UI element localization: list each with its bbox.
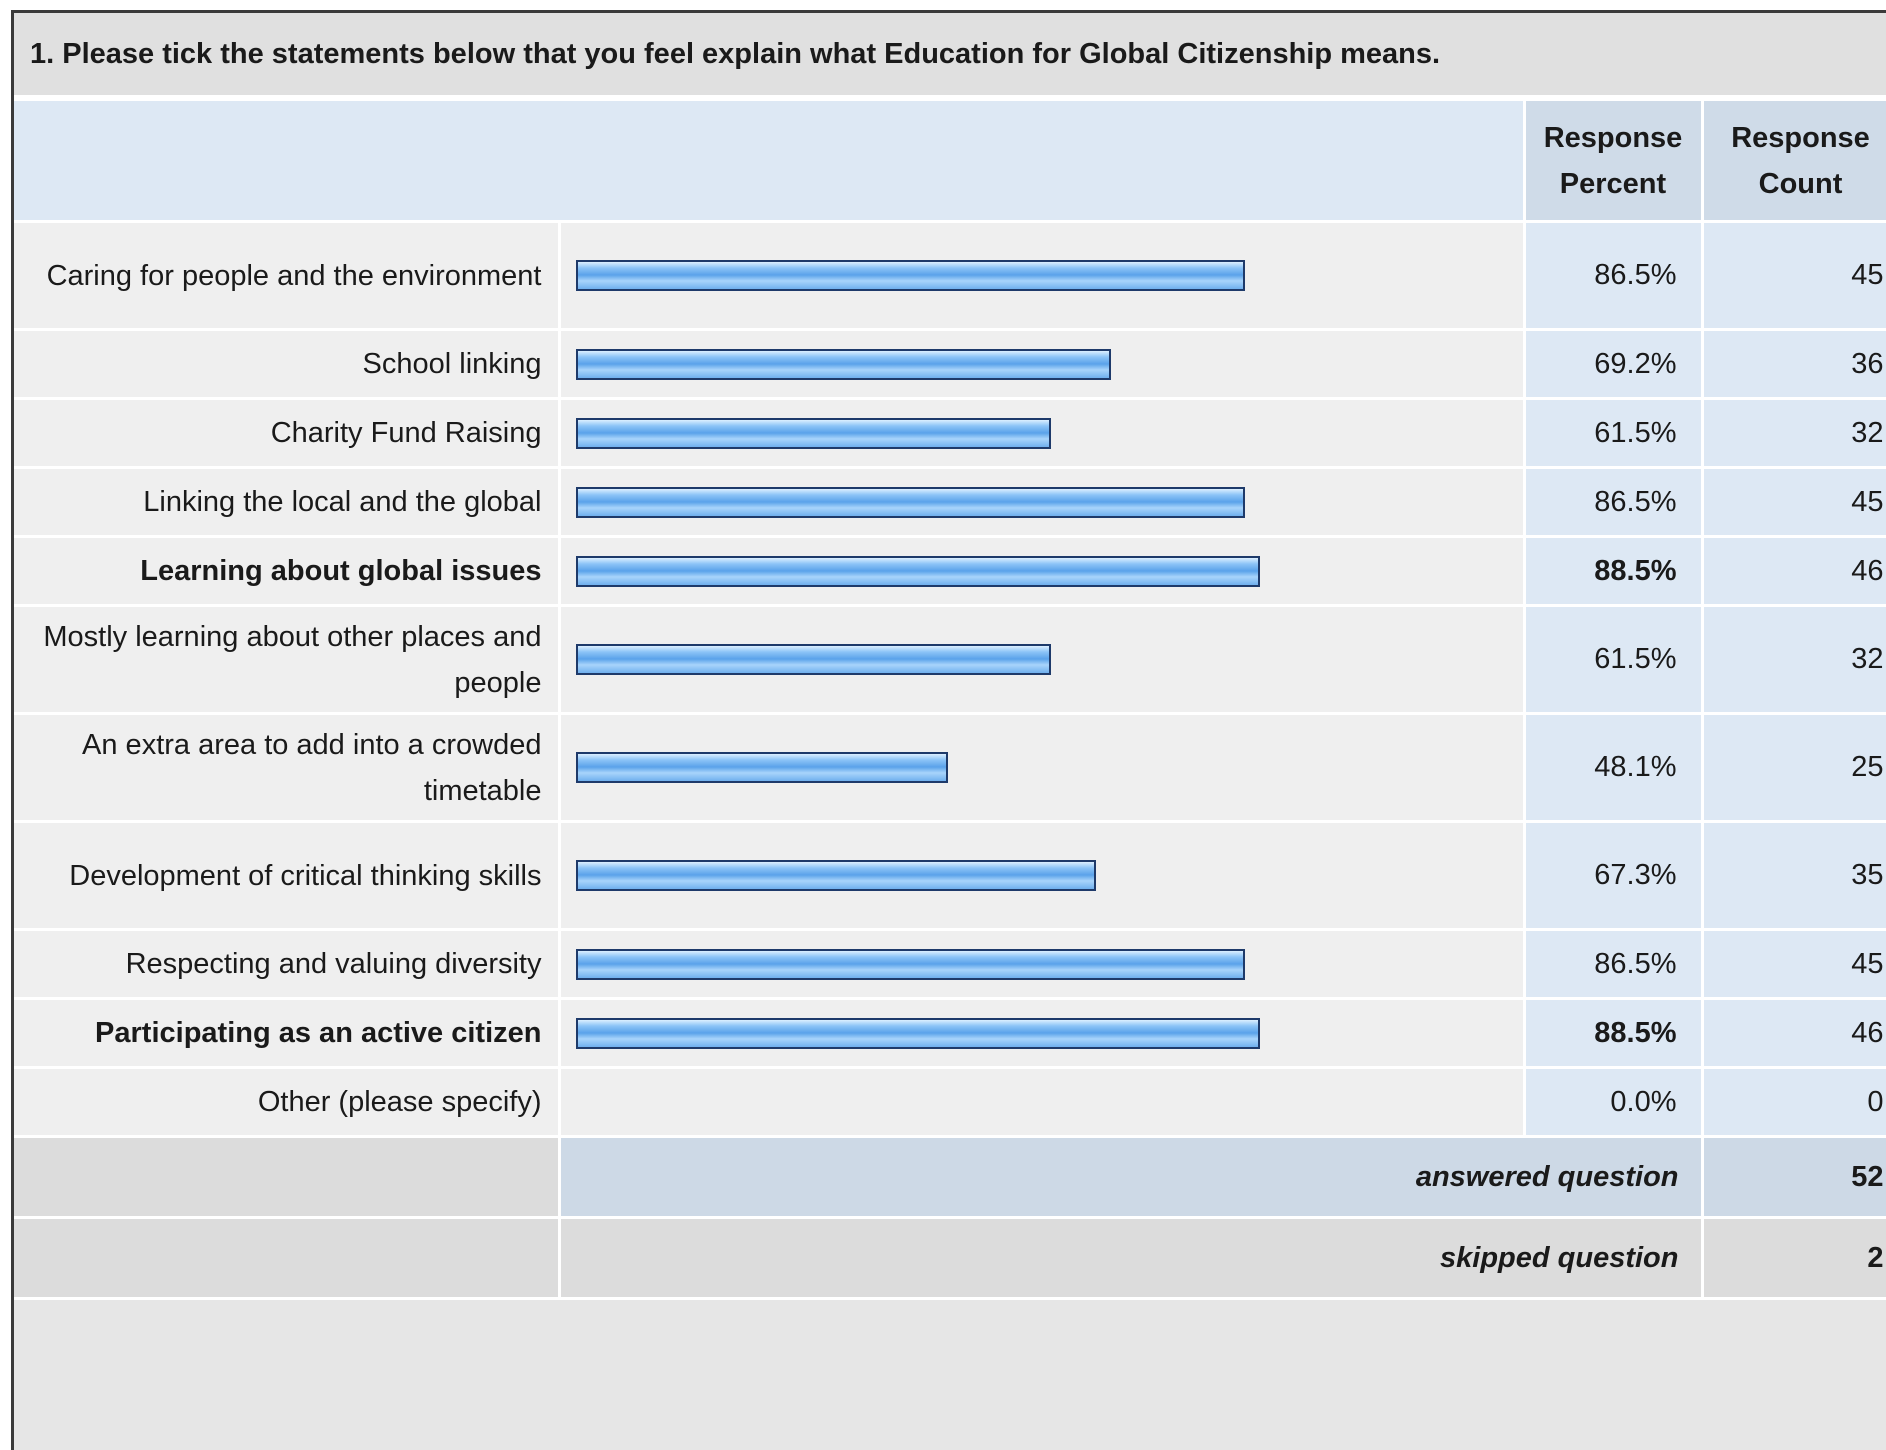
response-percent: 61.5% bbox=[1524, 606, 1702, 714]
answered-label: answered question bbox=[559, 1137, 1702, 1218]
answered-spacer bbox=[14, 1137, 559, 1218]
answer-label: School linking bbox=[14, 330, 559, 399]
response-count-header: Response Count bbox=[1702, 100, 1886, 222]
bar-cell bbox=[559, 930, 1524, 999]
answer-label: Development of critical thinking skills bbox=[14, 822, 559, 930]
response-count: 45 bbox=[1702, 222, 1886, 330]
response-count: 46 bbox=[1702, 537, 1886, 606]
response-count: 35 bbox=[1702, 822, 1886, 930]
answered-row: answered question 52 bbox=[14, 1137, 1886, 1218]
answer-label: Respecting and valuing diversity bbox=[14, 930, 559, 999]
answered-value: 52 bbox=[1702, 1137, 1886, 1218]
results-table: Response Percent Response Count Caring f… bbox=[14, 98, 1886, 1300]
answer-label: Learning about global issues bbox=[14, 537, 559, 606]
table-row: Caring for people and the environment 86.… bbox=[14, 222, 1886, 330]
response-percent: 69.2% bbox=[1524, 330, 1702, 399]
bar-cell bbox=[559, 330, 1524, 399]
answer-label: Charity Fund Raising bbox=[14, 399, 559, 468]
response-bar bbox=[576, 752, 948, 783]
answer-label: Participating as an active citizen bbox=[14, 999, 559, 1068]
response-bar bbox=[576, 644, 1051, 675]
answer-label: Caring for people and the environment bbox=[14, 222, 559, 330]
answer-label: Linking the local and the global bbox=[14, 468, 559, 537]
bar-cell bbox=[559, 468, 1524, 537]
response-bar bbox=[576, 487, 1245, 518]
table-row: School linking 69.2%36 bbox=[14, 330, 1886, 399]
response-percent: 0.0% bbox=[1524, 1068, 1702, 1137]
bar-cell bbox=[559, 714, 1524, 822]
bar-cell bbox=[559, 822, 1524, 930]
response-count: 46 bbox=[1702, 999, 1886, 1068]
bar-cell bbox=[559, 606, 1524, 714]
skipped-spacer bbox=[14, 1218, 559, 1299]
bar-cell bbox=[559, 1068, 1524, 1137]
table-row: Mostly learning about other places and p… bbox=[14, 606, 1886, 714]
bar-cell bbox=[559, 399, 1524, 468]
response-bar bbox=[576, 260, 1245, 291]
answer-label: An extra area to add into a crowded time… bbox=[14, 714, 559, 822]
response-count: 36 bbox=[1702, 330, 1886, 399]
response-percent: 86.5% bbox=[1524, 468, 1702, 537]
response-bar bbox=[576, 949, 1245, 980]
skipped-label: skipped question bbox=[559, 1218, 1702, 1299]
response-percent: 48.1% bbox=[1524, 714, 1702, 822]
answer-label: Other (please specify) bbox=[14, 1068, 559, 1137]
response-percent-header: Response Percent bbox=[1524, 100, 1702, 222]
response-percent: 88.5% bbox=[1524, 999, 1702, 1068]
table-row: Linking the local and the global 86.5%45 bbox=[14, 468, 1886, 537]
response-percent-header-line1: Response bbox=[1526, 115, 1701, 161]
response-percent: 67.3% bbox=[1524, 822, 1702, 930]
response-count-header-line1: Response bbox=[1704, 115, 1886, 161]
table-row: Learning about global issues 88.5%46 bbox=[14, 537, 1886, 606]
bar-cell bbox=[559, 222, 1524, 330]
survey-question-panel: 1. Please tick the statements below that… bbox=[11, 10, 1886, 1450]
table-row: Other (please specify) 0.0%0 bbox=[14, 1068, 1886, 1137]
skipped-row: skipped question 2 bbox=[14, 1218, 1886, 1299]
response-percent: 86.5% bbox=[1524, 930, 1702, 999]
response-count: 32 bbox=[1702, 399, 1886, 468]
response-count: 45 bbox=[1702, 930, 1886, 999]
response-bar bbox=[576, 556, 1260, 587]
response-bar bbox=[576, 860, 1096, 891]
response-percent: 61.5% bbox=[1524, 399, 1702, 468]
response-count-header-line2: Count bbox=[1704, 161, 1886, 207]
table-row: Respecting and valuing diversity 86.5%45 bbox=[14, 930, 1886, 999]
answer-rows: Caring for people and the environment 86.… bbox=[14, 222, 1886, 1137]
table-row: An extra area to add into a crowded time… bbox=[14, 714, 1886, 822]
answer-label: Mostly learning about other places and p… bbox=[14, 606, 559, 714]
response-percent: 86.5% bbox=[1524, 222, 1702, 330]
response-bar bbox=[576, 1018, 1260, 1049]
question-title: 1. Please tick the statements below that… bbox=[14, 13, 1886, 98]
response-percent: 88.5% bbox=[1524, 537, 1702, 606]
bar-cell bbox=[559, 999, 1524, 1068]
response-bar bbox=[576, 418, 1051, 449]
table-row: Charity Fund Raising 61.5%32 bbox=[14, 399, 1886, 468]
response-bar bbox=[576, 349, 1111, 380]
response-percent-header-line2: Percent bbox=[1526, 161, 1701, 207]
header-row: Response Percent Response Count bbox=[14, 100, 1886, 222]
header-spacer bbox=[14, 100, 1524, 222]
skipped-value: 2 bbox=[1702, 1218, 1886, 1299]
table-row: Participating as an active citizen 88.5%4… bbox=[14, 999, 1886, 1068]
table-row: Development of critical thinking skills 6… bbox=[14, 822, 1886, 930]
response-count: 0 bbox=[1702, 1068, 1886, 1137]
response-count: 32 bbox=[1702, 606, 1886, 714]
response-count: 25 bbox=[1702, 714, 1886, 822]
response-count: 45 bbox=[1702, 468, 1886, 537]
bar-cell bbox=[559, 537, 1524, 606]
